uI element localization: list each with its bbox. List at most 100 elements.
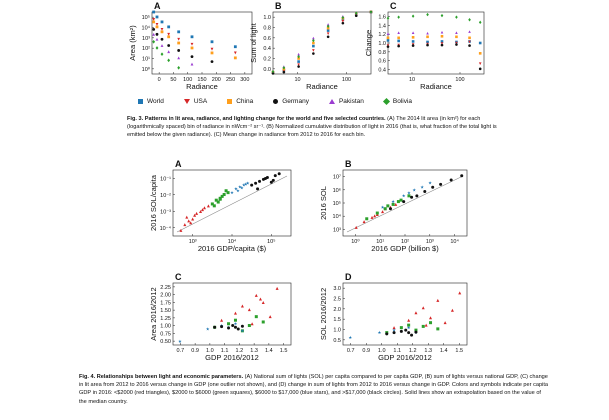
fig4-b-point [386, 204, 390, 208]
fig3-a-point [190, 55, 194, 59]
fig3-a-point [160, 44, 164, 47]
fig3-c-point [455, 35, 458, 39]
fig3-c-point [455, 15, 458, 19]
fig3-c-point [397, 39, 400, 43]
fig3-a-point [177, 41, 181, 45]
fig4-c-point [205, 327, 210, 331]
fig4-d-xtick-label: 1.3 [424, 348, 432, 354]
fig4-a-point [273, 174, 277, 178]
fig4-d-point [377, 330, 382, 335]
fig3-a-point [233, 51, 237, 55]
fig3-c-ytick-label: 1.2 [378, 32, 386, 38]
fig4-b-point [407, 191, 411, 195]
fig3-legend: World USA China Germany Pakistan Bolivia [138, 96, 498, 106]
fig3-a-point [152, 32, 156, 36]
fig3-c-ytick-label: 1.6 [378, 14, 386, 20]
fig4-c-ytick-label: 2.00 [160, 293, 171, 299]
legend-marker [382, 97, 390, 105]
fig4-a-point [246, 181, 250, 185]
fig3-b-point [312, 38, 315, 43]
fig4-a-point [236, 188, 240, 193]
fig4-d-ytick-label: 2.0 [333, 307, 341, 313]
fig4-b-point [399, 198, 403, 202]
fig4-c-point [227, 322, 231, 326]
fig4-c-point [275, 286, 279, 290]
legend-label: Pakistan [338, 97, 364, 105]
fig3-b-point [341, 21, 345, 25]
fig4-c-point [240, 329, 245, 333]
fig3-c-point [386, 45, 390, 48]
fig3-c-point [386, 16, 390, 20]
fig3-a-point [167, 58, 171, 63]
fig3-c-point [440, 40, 444, 43]
fig3-c-point [411, 44, 415, 47]
fig3-a-point [160, 27, 164, 31]
fig4-c-letter: C [175, 272, 182, 282]
fig3-b-ytick-label: 0.6 [263, 36, 271, 42]
fig4-d-point [436, 327, 440, 331]
fig4-a-letter: A [175, 159, 182, 169]
fig3-c-point [411, 31, 415, 34]
fig3-a-point [210, 40, 214, 44]
fig4-a-point [206, 204, 210, 208]
fig4-c-ytick-label: 1.00 [160, 324, 171, 330]
fig3-a-letter: A [154, 1, 161, 11]
fig3-b-point [312, 36, 315, 40]
fig3-a-point [233, 45, 237, 49]
fig3-a-point [152, 27, 156, 31]
fig4-a-point [224, 189, 228, 193]
fig3-a-point [160, 20, 164, 24]
fig4-b-point [410, 195, 414, 199]
fig4-d-point [414, 328, 418, 332]
fig4-caption: Fig. 4. Relationships between light and … [79, 373, 549, 406]
fig3-a-xtick-label: 300 [240, 77, 249, 83]
fig4-c-point [213, 325, 217, 329]
fig3-a-xtick-label: 50 [170, 77, 176, 83]
fig3-a-point [167, 35, 171, 39]
fig3-b-point [297, 57, 300, 60]
fig4-a-point [195, 211, 199, 215]
fig4-a-point [234, 187, 238, 191]
fig4-b-xtick-label: 10⁴ [450, 238, 459, 245]
fig4-b-point [428, 181, 432, 185]
fig3-c-xtick-label: 10 [409, 77, 415, 83]
fig3-c-ylabel: Change [364, 30, 373, 56]
fig3-b-ytick-label: 0.0 [263, 67, 271, 73]
fig4-b-point [375, 211, 379, 215]
fig3-b-point [297, 63, 300, 66]
fig4-d-point [443, 321, 447, 325]
fig3-a-point [155, 37, 159, 41]
fig4-a-point [226, 191, 230, 195]
fig3-a-point [155, 46, 159, 50]
fig4-d-point [407, 318, 411, 322]
fig3-c-letter: C [390, 1, 397, 11]
fig3-c-point [468, 40, 471, 44]
fig3-a-point [210, 60, 214, 63]
fig4-d-xtick-label: 1.2 [409, 348, 417, 354]
fig4-a-point [185, 215, 189, 219]
fig4-a-point [271, 178, 275, 182]
fig3-a-ytick-label: 10¹ [142, 57, 150, 63]
fig4-a-point [269, 180, 273, 184]
fig3-b-point [282, 70, 286, 74]
legend-item-bolivia: Bolivia [382, 97, 413, 105]
fig3-c-point [397, 15, 400, 19]
legend-label: Bolivia [392, 97, 413, 105]
fig4-d-point [414, 330, 418, 334]
fig4-c-point [231, 324, 235, 328]
fig4-b-point [412, 188, 416, 192]
fig4-b-xtick-label: 10¹ [376, 239, 384, 245]
fig4-a-point [210, 202, 214, 206]
fig3-b-point [354, 14, 358, 18]
fig3-c-point [478, 52, 482, 55]
fig4-c-ytick-label: 1.75 [160, 300, 171, 306]
fig4-d-point [421, 324, 425, 328]
fig4-b-ytick-label: 10⁷ [333, 174, 341, 181]
fig4-b-point [449, 178, 453, 182]
fig4-d-xtick-label: 1.5 [455, 348, 463, 354]
fig4-b-point [423, 190, 427, 194]
fig3-a-xtick-label: 150 [197, 77, 206, 83]
fig4-c-point [233, 311, 237, 315]
fig3-c-xlabel: Radiance [420, 82, 452, 91]
legend-label: China [236, 97, 254, 105]
